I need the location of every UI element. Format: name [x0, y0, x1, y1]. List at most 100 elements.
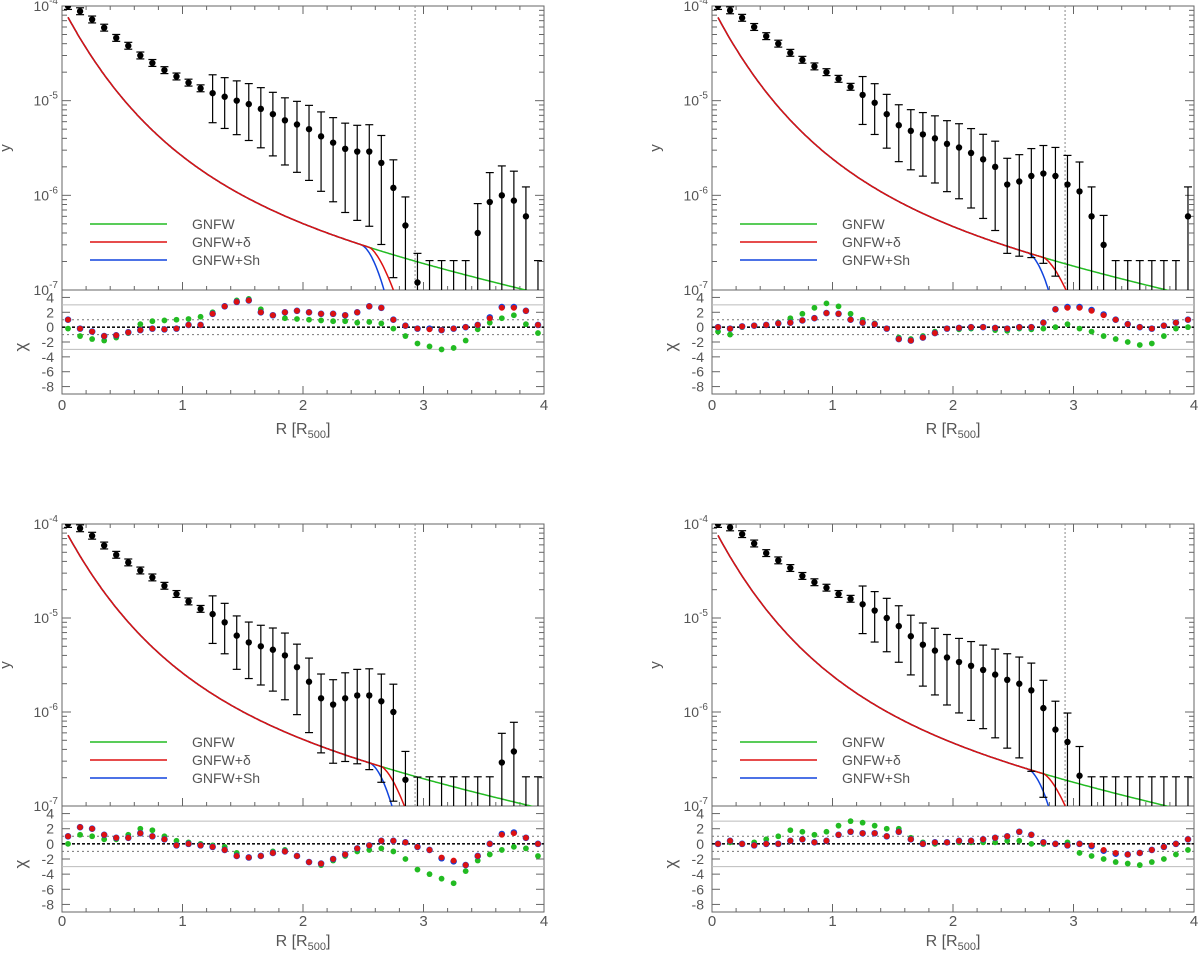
data-point: [847, 83, 854, 91]
residual-point-green: [161, 317, 168, 324]
residual-point-green: [498, 315, 505, 322]
residual-point-red: [859, 830, 866, 837]
residual-point-red: [799, 317, 806, 324]
data-point: [221, 93, 228, 100]
residual-point-red: [426, 847, 433, 853]
residual-point-green: [1112, 336, 1119, 342]
residual-point-green: [89, 833, 96, 840]
residual-point-red: [835, 310, 842, 317]
residual-point-red: [1160, 843, 1167, 850]
data-point: [847, 595, 854, 603]
data-point: [1004, 181, 1011, 188]
data-point: [498, 759, 506, 766]
data-point: [113, 34, 120, 42]
data-points: [714, 6, 1192, 290]
residual-point-red: [1173, 319, 1179, 326]
residual-point-red: [294, 307, 300, 314]
legend-label: GNFW+Sh: [842, 770, 910, 786]
residual-y-tick-label: -4: [692, 349, 705, 365]
data-point: [979, 666, 987, 674]
residual-y-tick-label: 2: [696, 821, 704, 837]
data-point: [1028, 687, 1035, 694]
data-point: [750, 23, 758, 31]
data-point: [366, 148, 373, 155]
data-point: [895, 622, 902, 630]
residual-y-tick-label: 0: [696, 319, 704, 335]
data-point: [88, 16, 96, 23]
data-point: [871, 607, 878, 614]
y-tick-label: 10-4: [684, 0, 709, 14]
residual-point-red: [77, 325, 83, 332]
y-axis-label-top: y: [647, 661, 664, 669]
residual-point-green: [859, 819, 866, 826]
residual-point-red: [895, 336, 902, 342]
residual-point-green: [799, 828, 806, 835]
residual-point-red: [390, 316, 397, 323]
residual-point-red: [787, 319, 794, 326]
data-point: [738, 530, 746, 538]
residual-point-red: [727, 837, 733, 844]
residual-point-red: [414, 325, 421, 332]
residual-point-red: [1016, 324, 1023, 331]
y-axis-label-top: y: [0, 661, 14, 669]
residual-point-red: [125, 329, 132, 336]
residual-point-green: [1028, 840, 1035, 847]
residual-point-green: [462, 868, 469, 875]
residual-point-green: [811, 304, 818, 311]
model-curves: [717, 535, 1171, 806]
legend-label: GNFW+δ: [192, 752, 251, 768]
residual-point-red: [1136, 850, 1143, 856]
residual-point-green: [438, 346, 445, 353]
residual-point-red: [956, 837, 962, 844]
residual-point-red: [823, 310, 830, 316]
data-point: [125, 42, 132, 49]
residual-point-red: [318, 860, 324, 867]
legend-label: GNFW+δ: [842, 752, 901, 768]
data-point: [402, 222, 409, 229]
data-point: [967, 149, 975, 157]
residual-point-green: [523, 845, 529, 852]
data-point: [763, 32, 770, 40]
data-point: [750, 540, 758, 547]
residual-point-red: [871, 830, 878, 837]
data-point: [354, 148, 361, 155]
residual-point-red: [498, 304, 505, 311]
residual-point-green: [450, 880, 457, 887]
residual-y-tick-label: -2: [692, 334, 705, 350]
residual-point-red: [161, 326, 168, 333]
residual-point-red: [269, 312, 276, 319]
residual-plot-frame: [711, 805, 1195, 913]
data-point: [125, 559, 132, 566]
y-tick-label: 10-4: [684, 514, 709, 532]
residual-point-red: [715, 324, 721, 331]
residual-point-red: [956, 324, 962, 331]
residual-point-green: [450, 345, 457, 351]
residual-point-red: [1004, 325, 1011, 332]
residual-point-green: [883, 825, 890, 832]
y-axis-label-top: y: [647, 144, 664, 152]
x-axis-label: R [R500]: [926, 933, 981, 953]
residual-point-green: [197, 313, 204, 320]
y-tick-label: 10-5: [684, 608, 709, 626]
data-points: [714, 524, 1192, 806]
data-point: [1052, 726, 1059, 733]
residual-point-red: [330, 856, 337, 862]
data-point: [522, 213, 530, 220]
residual-point-green: [1148, 340, 1155, 347]
x-tick-label: 3: [419, 397, 427, 414]
residual-point-green: [426, 871, 433, 878]
residual-y-tick-label: 0: [46, 319, 54, 335]
residual-point-green: [523, 321, 529, 328]
residual-point-red: [161, 836, 168, 843]
data-point: [173, 590, 180, 598]
data-point: [859, 601, 866, 608]
residual-point-green: [1136, 342, 1143, 348]
data-point: [161, 582, 168, 590]
residual-point-green: [137, 321, 144, 328]
x-tick-label: 0: [708, 397, 716, 414]
data-point: [414, 279, 421, 286]
residual-point-green: [426, 343, 433, 350]
residual-point-red: [414, 843, 421, 850]
residual-point-green: [1160, 856, 1167, 862]
data-point: [1040, 704, 1047, 712]
